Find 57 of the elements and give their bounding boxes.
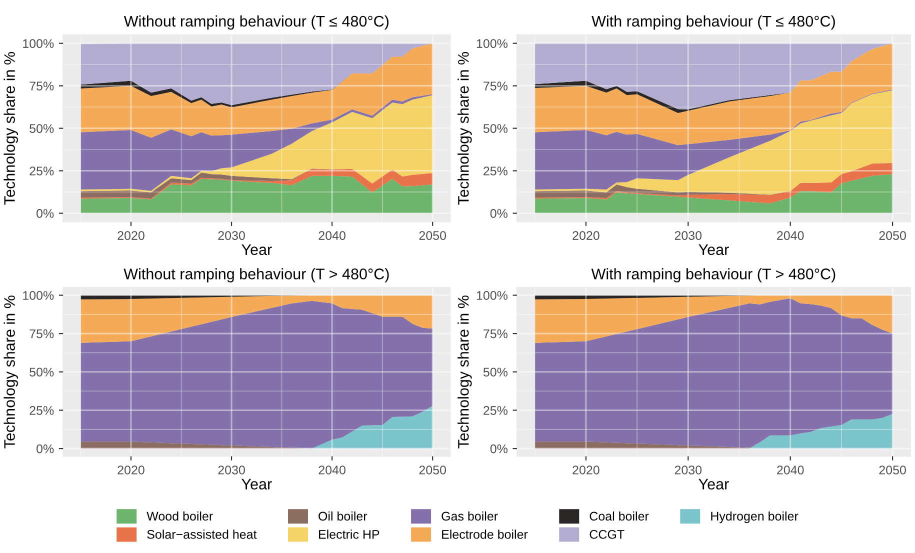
x-tick-label: 2020: [118, 466, 144, 474]
y-tick-label: 75%: [30, 329, 54, 338]
legend-label: Electric HP: [319, 530, 380, 539]
x-tick-label: 2050: [419, 466, 446, 474]
y-tick-label: 25%: [30, 166, 54, 176]
x-axis-title: Year: [698, 244, 729, 256]
y-tick-label: 0%: [490, 444, 508, 454]
y-tick-label: 25%: [484, 406, 508, 415]
y-axis-title: Technology share in %: [4, 296, 18, 448]
legend-label: Wood boiler: [146, 511, 213, 521]
legend-label: Solar−assisted heat: [147, 530, 257, 539]
chart-title: Without ramping behaviour (T ≤ 480°C): [124, 15, 389, 30]
chart-title: Without ramping behaviour (T > 480°C): [124, 268, 389, 282]
y-tick-label: 50%: [30, 124, 54, 133]
x-tick-label: 2020: [572, 231, 600, 240]
legend-label: Electrode boiler: [442, 530, 528, 539]
x-tick-label: 2040: [777, 466, 804, 474]
y-tick-label: 100%: [476, 291, 508, 300]
x-tick-label: 2020: [118, 231, 144, 240]
y-tick-label: 75%: [30, 82, 54, 90]
x-tick-label: 2040: [318, 231, 346, 240]
y-tick-label: 50%: [30, 368, 54, 377]
x-tick-label: 2050: [419, 231, 446, 240]
x-tick-label: 2030: [218, 231, 245, 240]
y-tick-label: 0%: [36, 444, 54, 454]
y-axis-title: Technology share in %: [458, 52, 472, 205]
y-tick-label: 0%: [36, 209, 54, 218]
x-axis-title: Year: [242, 244, 272, 256]
y-tick-label: 50%: [483, 124, 508, 133]
chart-title: With ramping behaviour (T > 480°C): [591, 268, 836, 282]
x-tick-label: 2030: [674, 231, 702, 240]
x-tick-label: 2040: [318, 466, 346, 474]
legend-label: Coal boiler: [590, 511, 649, 521]
x-tick-label: 2050: [879, 231, 906, 240]
x-axis-title: Year: [242, 478, 272, 490]
y-tick-label: 0%: [490, 209, 508, 218]
y-tick-label: 100%: [476, 39, 508, 48]
y-tick-label: 75%: [484, 329, 508, 338]
y-tick-label: 50%: [483, 368, 508, 377]
legend-label: Hydrogen boiler: [711, 511, 798, 524]
chart-title: With ramping behaviour (T ≤ 480°C): [592, 15, 835, 30]
x-tick-label: 2030: [674, 466, 702, 474]
y-tick-label: 100%: [23, 291, 54, 300]
legend-label: CCGT: [590, 530, 624, 539]
x-tick-label: 2050: [879, 466, 906, 474]
y-axis-title: Technology share in %: [4, 52, 18, 205]
x-axis-title: Year: [698, 478, 729, 490]
x-tick-label: 2030: [218, 466, 245, 474]
y-tick-label: 25%: [484, 166, 508, 176]
legend-label: Oil boiler: [318, 511, 368, 521]
x-tick-label: 2040: [777, 231, 804, 240]
legend-label: Gas boiler: [442, 511, 498, 521]
x-tick-label: 2020: [572, 466, 600, 474]
y-tick-label: 100%: [23, 39, 54, 48]
y-axis-title: Technology share in %: [458, 296, 472, 448]
y-tick-label: 25%: [30, 406, 54, 415]
y-tick-label: 75%: [484, 82, 508, 90]
